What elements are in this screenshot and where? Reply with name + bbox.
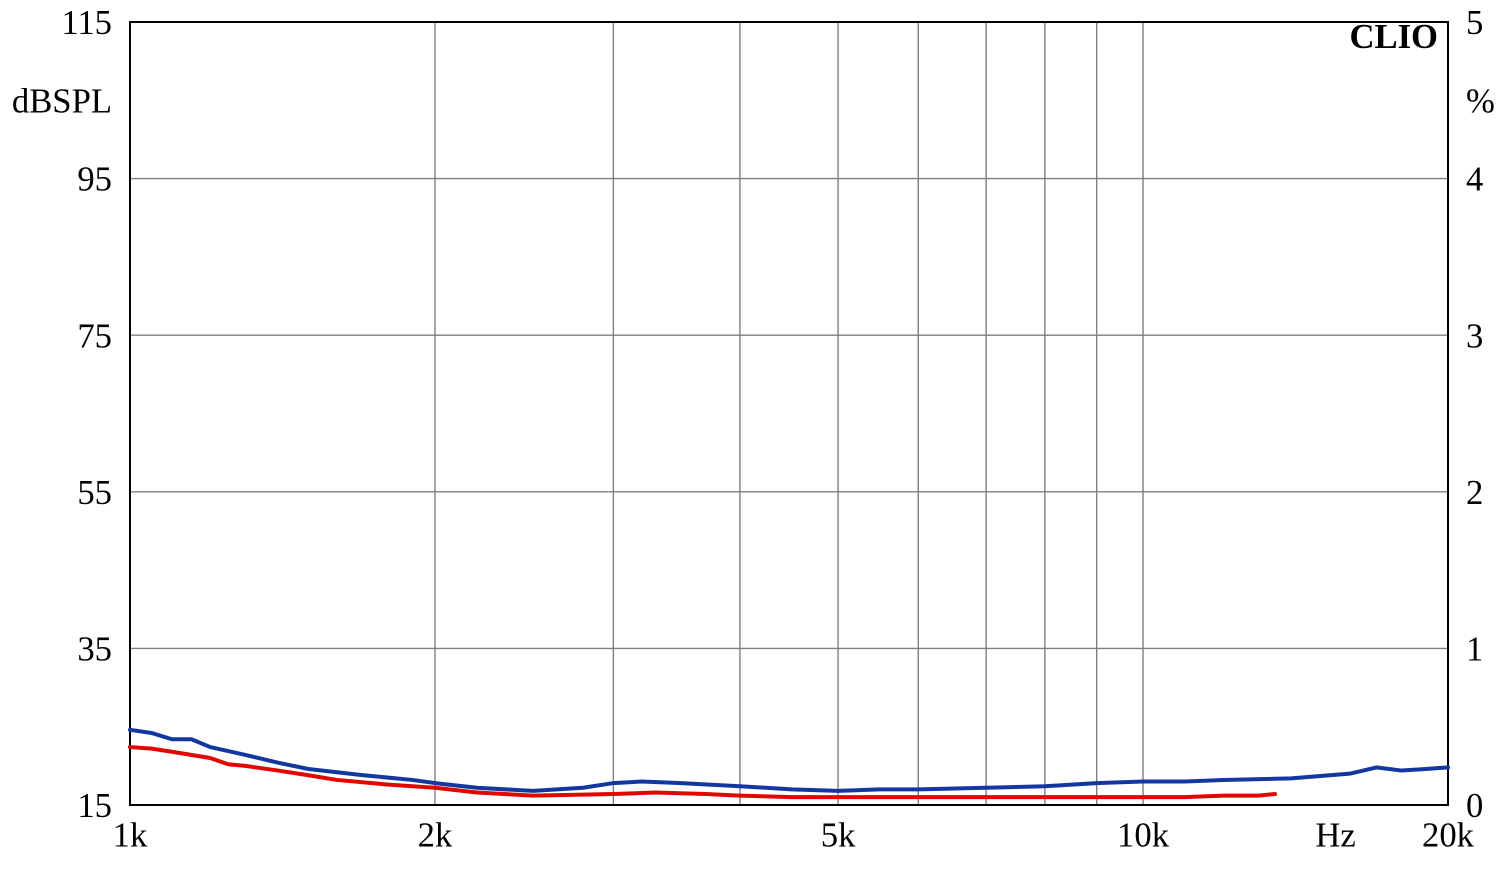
y-left-unit: dBSPL	[12, 82, 112, 120]
x-axis-unit: Hz	[1315, 817, 1355, 855]
x-tick-label: 2k	[418, 817, 453, 855]
x-tick-label: 10k	[1117, 817, 1170, 855]
clio-watermark: CLIO	[1349, 18, 1438, 56]
x-tick-label: 1k	[113, 817, 148, 855]
y-left-tick-label: 15	[77, 787, 112, 825]
y-left-tick-label: 75	[77, 317, 112, 355]
chart-background	[0, 0, 1500, 870]
y-right-tick-label: 0	[1466, 787, 1483, 825]
y-right-tick-label: 1	[1466, 631, 1483, 669]
y-right-tick-label: 5	[1466, 4, 1483, 42]
y-right-tick-label: 4	[1466, 161, 1483, 199]
clio-chart: 1k2k5k10k20kHz1535557595115dBSPL012345%C…	[0, 0, 1500, 870]
y-left-tick-label: 55	[77, 474, 112, 512]
y-right-tick-label: 2	[1466, 474, 1483, 512]
chart-svg: 1k2k5k10k20kHz1535557595115dBSPL012345%C…	[0, 0, 1500, 870]
y-left-tick-label: 115	[61, 4, 112, 42]
y-left-tick-label: 95	[77, 161, 112, 199]
y-right-tick-label: 3	[1466, 317, 1483, 355]
y-left-tick-label: 35	[77, 631, 112, 669]
x-tick-label: 5k	[821, 817, 856, 855]
y-right-unit: %	[1466, 82, 1495, 120]
